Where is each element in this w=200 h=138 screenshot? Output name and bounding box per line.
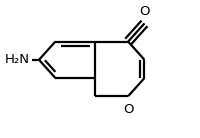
- Text: O: O: [123, 103, 133, 116]
- Text: O: O: [139, 5, 150, 18]
- Text: H₂N: H₂N: [5, 53, 30, 66]
